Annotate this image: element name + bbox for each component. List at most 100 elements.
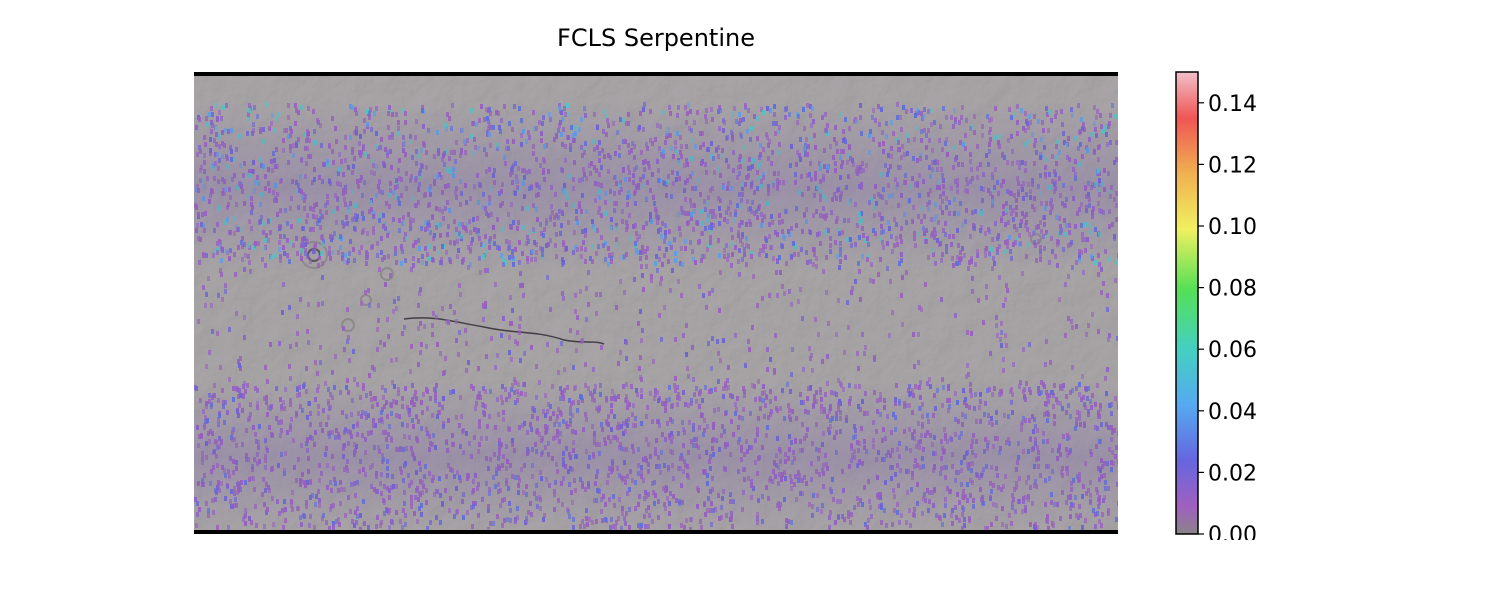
abundance-pixel bbox=[459, 292, 462, 297]
abundance-pixel bbox=[458, 283, 461, 288]
abundance-pixel bbox=[234, 272, 237, 277]
abundance-pixel bbox=[371, 365, 374, 370]
abundance-pixel bbox=[219, 365, 222, 370]
abundance-pixel bbox=[1005, 283, 1008, 288]
abundance-pixel bbox=[210, 303, 213, 308]
abundance-pixel bbox=[996, 333, 999, 338]
abundance-pixel bbox=[686, 366, 689, 371]
abundance-pixel bbox=[781, 284, 784, 289]
abundance-pixel bbox=[1106, 293, 1109, 298]
abundance-pixel bbox=[477, 366, 480, 371]
abundance-pixel bbox=[417, 303, 420, 308]
abundance-pixel bbox=[576, 315, 579, 320]
abundance-pixel bbox=[1107, 337, 1110, 342]
abundance-pixel bbox=[757, 379, 760, 384]
abundance-pixel bbox=[965, 374, 968, 379]
abundance-pixel bbox=[1067, 274, 1070, 279]
abundance-pixel bbox=[660, 276, 663, 281]
abundance-pixel bbox=[458, 330, 461, 335]
abundance-pixel bbox=[521, 283, 524, 288]
abundance-pixel bbox=[877, 272, 880, 277]
abundance-pixel bbox=[221, 297, 224, 302]
abundance-pixel bbox=[557, 370, 560, 375]
abundance-pixel bbox=[585, 317, 588, 322]
abundance-pixel bbox=[747, 339, 750, 344]
abundance-pixel bbox=[352, 349, 355, 354]
abundance-pixel bbox=[1071, 365, 1074, 370]
abundance-pixel bbox=[726, 378, 729, 383]
abundance-pixel bbox=[204, 303, 207, 308]
abundance-pixel bbox=[814, 317, 817, 322]
abundance-pixel bbox=[864, 345, 867, 350]
abundance-pixel bbox=[574, 293, 577, 298]
abundance-pixel bbox=[615, 305, 618, 310]
abundance-pixel bbox=[494, 282, 497, 287]
abundance-pixel bbox=[1085, 332, 1088, 337]
abundance-pixel bbox=[319, 345, 322, 350]
abundance-pixel bbox=[1006, 288, 1009, 293]
abundance-pixel bbox=[717, 379, 720, 384]
abundance-pixel bbox=[966, 330, 969, 335]
abundance-pixel bbox=[266, 379, 269, 384]
abundance-pixel bbox=[722, 338, 725, 343]
abundance-pixel bbox=[705, 305, 708, 310]
abundance-pixel bbox=[711, 336, 714, 341]
abundance-pixel bbox=[768, 293, 771, 298]
abundance-pixel bbox=[334, 354, 337, 359]
abundance-pixel bbox=[484, 304, 487, 309]
abundance-pixel bbox=[650, 274, 653, 279]
abundance-pixel bbox=[288, 305, 291, 310]
abundance-pixel bbox=[810, 353, 813, 358]
abundance-pixel bbox=[863, 351, 866, 356]
abundance-pixel bbox=[425, 344, 428, 349]
abundance-pixel bbox=[420, 342, 423, 347]
abundance-pixel bbox=[783, 291, 786, 296]
abundance-pixel bbox=[985, 284, 988, 289]
abundance-pixel bbox=[592, 367, 595, 372]
abundance-pixel bbox=[719, 358, 722, 363]
abundance-pixel bbox=[289, 344, 292, 349]
abundance-pixel bbox=[751, 325, 754, 330]
abundance-pixel bbox=[889, 279, 892, 284]
abundance-pixel bbox=[900, 293, 903, 298]
abundance-pixel bbox=[560, 341, 563, 346]
abundance-pixel bbox=[859, 297, 862, 302]
abundance-pixel bbox=[441, 306, 444, 311]
abundance-pixel bbox=[971, 276, 974, 281]
abundance-pixel bbox=[1000, 343, 1003, 348]
abundance-pixel bbox=[403, 325, 406, 330]
abundance-pixel bbox=[717, 351, 720, 356]
abundance-pixel bbox=[562, 296, 565, 301]
abundance-pixel bbox=[869, 278, 872, 283]
abundance-pixel bbox=[640, 377, 643, 382]
abundance-pixel bbox=[445, 319, 448, 324]
abundance-pixel bbox=[282, 282, 285, 287]
abundance-pixel bbox=[580, 339, 583, 344]
abundance-pixel bbox=[658, 313, 661, 318]
abundance-pixel bbox=[1067, 316, 1070, 321]
abundance-pixel bbox=[752, 274, 755, 279]
abundance-pixel bbox=[479, 270, 482, 275]
abundance-pixel bbox=[587, 302, 590, 307]
abundance-pixel bbox=[791, 347, 794, 352]
abundance-pixel bbox=[856, 351, 859, 356]
abundance-pixel bbox=[1000, 330, 1003, 335]
abundance-pixel bbox=[625, 340, 628, 345]
abundance-pixel bbox=[202, 285, 205, 290]
abundance-pixel bbox=[321, 275, 324, 280]
abundance-pixel bbox=[584, 362, 587, 367]
abundance-pixel bbox=[239, 356, 242, 361]
abundance-pixel bbox=[637, 321, 640, 326]
abundance-pixel bbox=[306, 329, 309, 334]
abundance-pixel bbox=[1005, 343, 1008, 348]
abundance-pixel bbox=[563, 367, 566, 372]
abundance-pixel bbox=[205, 364, 208, 369]
abundance-pixel bbox=[376, 347, 379, 352]
abundance-pixel bbox=[710, 366, 713, 371]
abundance-pixel bbox=[518, 324, 521, 329]
abundance-pixel bbox=[500, 333, 503, 338]
abundance-pixel bbox=[490, 336, 493, 341]
abundance-pixel bbox=[677, 279, 680, 284]
abundance-pixel bbox=[905, 270, 908, 275]
abundance-pixel bbox=[1108, 333, 1111, 338]
